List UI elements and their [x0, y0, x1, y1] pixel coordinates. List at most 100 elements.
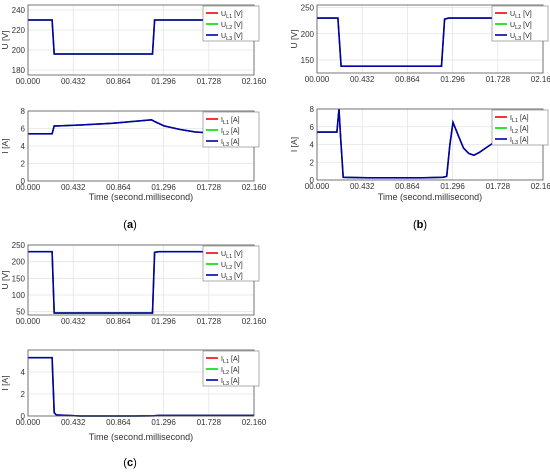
y-axis-label: U [V] — [0, 31, 10, 50]
x-tick-label: 02.160 — [531, 75, 550, 84]
series-line-l3 — [28, 250, 254, 314]
legend-label: IL2 [A] — [510, 126, 529, 135]
legend-label: IL2 [A] — [221, 367, 240, 376]
x-tick-label: 01.296 — [440, 75, 465, 84]
legend-label: IL3 [A] — [510, 137, 529, 146]
x-axis-label: Time (second.millisecond) — [89, 192, 193, 202]
y-tick-label: 8 — [310, 105, 315, 114]
y-axis-label: U [V] — [289, 30, 299, 49]
x-tick-label: 01.296 — [151, 77, 176, 86]
legend-label: UL2 [V] — [510, 22, 532, 31]
legend-label: UL3 [V] — [510, 33, 532, 42]
y-tick-label: 6 — [21, 125, 26, 134]
x-tick-label: 00.432 — [61, 418, 86, 427]
x-tick-label: 00.000 — [305, 75, 330, 84]
subplot-voltage: 00.000 00.432 00.864 01.296 01.728 02.160 50 10… — [0, 241, 267, 326]
x-tick-label: 01.728 — [486, 182, 511, 191]
series-line-l3 — [317, 108, 511, 179]
x-tick-label: 00.864 — [106, 77, 131, 86]
subplot-voltage: 00.000 00.432 00.864 01.296 01.728 02.160 180 2… — [0, 4, 267, 86]
y-tick-label: 2 — [21, 390, 26, 399]
panel-label: (c) — [123, 457, 136, 469]
y-tick-label: 240 — [12, 6, 26, 15]
x-tick-label: 00.000 — [16, 77, 41, 86]
legend: UL1 [V] UL2 [V] UL3 [V] — [491, 5, 549, 42]
legend-label: UL2 [V] — [221, 22, 243, 31]
x-tick-label: 01.728 — [197, 418, 222, 427]
y-tick-label: 200 — [12, 46, 26, 55]
y-tick-label: 0 — [21, 177, 26, 186]
y-axis-label: I [A] — [0, 138, 10, 153]
x-tick-label: 01.728 — [197, 77, 222, 86]
panel-label: (a) — [123, 219, 136, 231]
panel-c: 00.000 00.432 00.864 01.296 01.728 02.160 50 10… — [0, 241, 267, 469]
x-axis-label: Time (second.millisecond) — [89, 432, 193, 442]
x-tick-label: 02.160 — [242, 418, 267, 427]
y-tick-label: 220 — [12, 26, 26, 35]
x-tick-label: 01.728 — [486, 75, 511, 84]
legend: UL1 [V] UL2 [V] UL3 [V] — [202, 5, 260, 42]
legend-label: IL3 [A] — [221, 378, 240, 387]
x-tick-label: 01.296 — [440, 182, 465, 191]
legend-label: IL1 [A] — [510, 115, 529, 124]
x-tick-label: 02.160 — [242, 77, 267, 86]
x-tick-label: 00.432 — [350, 182, 375, 191]
x-tick-label: 00.000 — [16, 183, 41, 192]
y-axis-label: I [A] — [289, 137, 299, 152]
y-tick-label: 6 — [310, 123, 315, 132]
y-tick-label: 250 — [12, 241, 26, 250]
y-tick-label: 200 — [12, 258, 26, 267]
x-tick-label: 00.000 — [16, 418, 41, 427]
series-line-l3 — [28, 19, 254, 55]
legend-label: IL1 [A] — [221, 117, 240, 126]
subplot-current: 00.000 00.432 00.864 01.296 01.728 02.160 0 2 4 I… — [0, 349, 267, 427]
y-tick-label: 250 — [301, 4, 315, 13]
x-tick-label: 00.432 — [350, 75, 375, 84]
x-tick-label: 01.728 — [197, 183, 222, 192]
y-tick-label: 0 — [310, 176, 315, 185]
legend-label: UL3 [V] — [221, 33, 243, 42]
y-axis-label: U [V] — [0, 271, 10, 290]
x-tick-label: 00.864 — [106, 183, 131, 192]
legend-label: UL2 [V] — [221, 262, 243, 271]
x-tick-label: 01.296 — [151, 317, 176, 326]
y-tick-label: 4 — [310, 141, 315, 150]
y-tick-label: 50 — [16, 308, 25, 317]
y-tick-label: 2 — [310, 158, 315, 167]
y-tick-label: 4 — [21, 142, 26, 151]
x-tick-label: 00.432 — [61, 77, 86, 86]
legend-label: UL1 [V] — [510, 11, 532, 20]
x-tick-label: 00.000 — [305, 182, 330, 191]
y-tick-label: 2 — [21, 160, 26, 169]
x-tick-label: 00.432 — [61, 183, 86, 192]
x-tick-label: 02.160 — [242, 317, 267, 326]
series-line-l3 — [28, 118, 255, 135]
x-tick-label: 00.432 — [61, 317, 86, 326]
legend-label: UL1 [V] — [221, 11, 243, 20]
x-tick-label: 00.864 — [395, 182, 420, 191]
x-tick-label: 00.864 — [395, 75, 420, 84]
series-line-l3 — [317, 17, 543, 67]
panel-label: (b) — [413, 219, 427, 231]
legend: UL1 [V] UL2 [V] UL3 [V] — [202, 245, 260, 282]
legend-label: IL3 [A] — [221, 139, 240, 148]
x-tick-label: 02.160 — [242, 183, 267, 192]
y-tick-label: 150 — [301, 56, 315, 65]
y-tick-label: 8 — [21, 107, 26, 116]
legend: IL1 [A] IL2 [A] IL3 [A] — [491, 109, 549, 146]
legend: IL1 [A] IL2 [A] IL3 [A] — [202, 350, 260, 387]
y-axis-label: I [A] — [0, 375, 10, 390]
x-tick-label: 00.864 — [106, 418, 131, 427]
legend-label: IL2 [A] — [221, 128, 240, 137]
subplot-voltage: 00.000 00.432 00.864 01.296 01.728 02.160 150 2… — [289, 4, 550, 84]
x-tick-label: 01.296 — [151, 183, 176, 192]
panel-b: 00.000 00.432 00.864 01.296 01.728 02.160 150 2… — [289, 4, 550, 231]
legend: IL1 [A] IL2 [A] IL3 [A] — [202, 111, 260, 148]
y-tick-label: 100 — [12, 291, 26, 300]
y-tick-label: 150 — [12, 274, 26, 283]
panel-a: 00.000 00.432 00.864 01.296 01.728 02.160 180 2… — [0, 4, 267, 231]
x-tick-label: 02.160 — [531, 182, 550, 191]
legend-label: IL1 [A] — [221, 356, 240, 365]
x-tick-label: 00.000 — [16, 317, 41, 326]
y-tick-label: 180 — [12, 66, 26, 75]
